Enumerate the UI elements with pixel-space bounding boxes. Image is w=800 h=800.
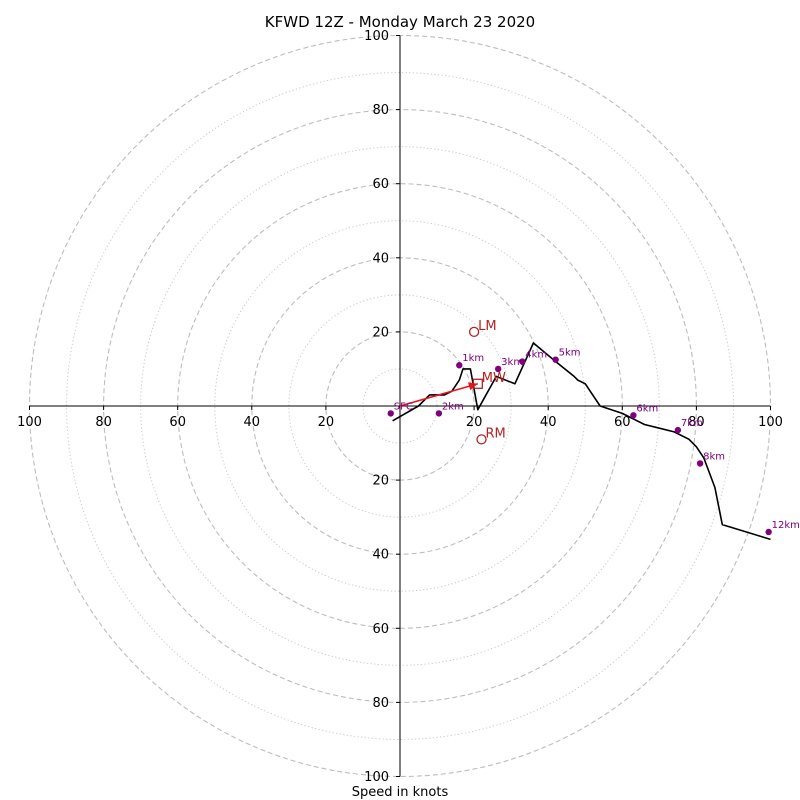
motion-label-mw: MW [482,371,506,386]
x-tick-label-1: 80 [95,415,112,430]
motion-marker-rm [476,434,487,445]
hodograph-trace [392,342,771,541]
y-tick-label-2: 60 [372,177,389,192]
motion-marker-lm [468,326,480,338]
y-tick-label-6: 40 [372,548,389,563]
x-tick-label-3: 40 [244,415,261,430]
chart-title: KFWD 12Z - Monday March 23 2020 [265,13,535,31]
height-label-2km: 2km [442,401,464,412]
height-label-8km: 8km [703,451,725,462]
x-axis-label: Speed in knots [352,785,449,800]
motion-marker-mw [472,378,483,389]
x-tick-label-5: 20 [466,415,483,430]
height-label-1km: 1km [462,353,484,364]
x-tick-label-9: 100 [758,415,783,430]
tick-labels: 100 80 60 40 20 20 40 60 80 100 100 80 60 40 20 20 40 60 8… [17,29,783,785]
height-label-5km: 5km [559,348,581,359]
height-label-12km: 12km [772,520,800,531]
height-label-sfc: SFC [394,401,413,412]
y-tick-label-5: 20 [372,474,389,489]
height-label-3km: 3km [501,357,523,368]
y-tick-label-3: 40 [372,251,389,266]
x-tick-label-4: 20 [318,415,335,430]
height-label-6km: 6km [636,403,658,414]
height-marker-8km [696,460,704,467]
hodograph-line-0 [392,342,771,541]
height-marker-sfc [387,410,394,417]
height-marker-4km [519,358,526,365]
shear-vector-line [399,383,479,407]
y-tick-label-8: 80 [372,696,389,711]
storm-motion-markers: LM MW RM [468,319,506,445]
x-tick-label-0: 100 [17,415,42,430]
y-tick-label-0: 100 [364,29,389,44]
x-tick-label-8: 80 [688,415,705,430]
height-marker-6km [630,412,637,419]
y-tick-label-9: 100 [364,770,389,785]
height-marker-2km [435,410,443,417]
motion-label-lm: LM [478,319,496,334]
height-marker-12km [765,528,772,536]
height-marker-7km [674,426,682,434]
motion-label-rm: RM [486,426,506,441]
height-marker-1km [456,362,463,369]
height-marker-5km [552,356,559,363]
x-tick-label-7: 60 [614,415,631,430]
y-tick-label-4: 20 [372,325,389,340]
height-marker-3km [494,365,502,373]
height-label-4km: 4km [525,350,547,361]
x-tick-label-6: 40 [540,415,557,430]
y-tick-label-1: 80 [372,103,389,118]
height-label-7km: 7km [681,418,703,429]
x-tick-label-2: 60 [169,415,186,430]
y-tick-label-7: 60 [372,622,389,637]
